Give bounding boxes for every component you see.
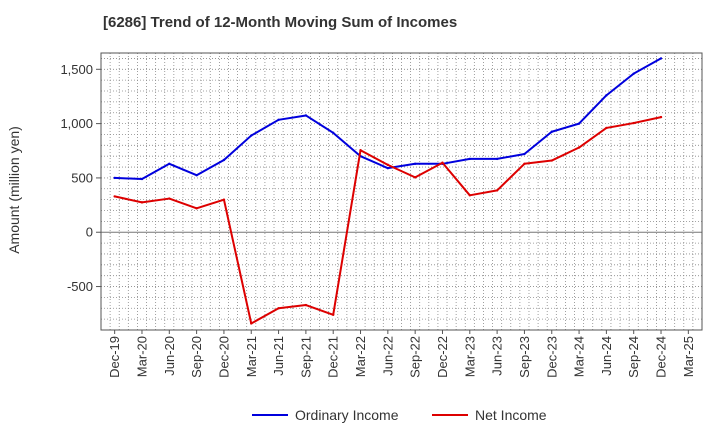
data-point (523, 152, 526, 156)
data-point (168, 162, 171, 165)
data-point (168, 197, 171, 200)
x-tick-label: Sep-20 (189, 336, 204, 378)
data-point (605, 126, 608, 130)
x-tick-label: Mar-22 (353, 336, 368, 377)
data-point (359, 149, 362, 152)
data-point (250, 134, 253, 137)
data-point (222, 198, 226, 201)
data-point (113, 176, 116, 180)
data-point (222, 158, 226, 162)
data-point (277, 307, 280, 310)
x-tick-label: Dec-20 (216, 336, 231, 378)
x-tick-label: Jun-22 (380, 336, 395, 376)
data-point (413, 176, 417, 179)
data-point (386, 163, 390, 167)
data-point (550, 159, 553, 162)
x-tick-label: Mar-24 (572, 336, 587, 377)
data-point (468, 157, 471, 161)
y-tick-label: 0 (86, 225, 93, 240)
series (113, 57, 663, 325)
data-point (495, 189, 499, 192)
x-tick-label: Sep-21 (298, 336, 313, 378)
data-point (113, 195, 116, 198)
data-point (332, 313, 335, 316)
data-point (304, 303, 308, 307)
x-tick-label: Dec-19 (107, 336, 122, 378)
data-point (495, 157, 499, 161)
data-point (659, 115, 663, 119)
data-point (632, 72, 635, 75)
x-tick-label: Dec-23 (544, 336, 559, 378)
legend-label: Net Income (475, 407, 547, 423)
data-point (195, 174, 198, 177)
y-tick-label: -500 (67, 279, 93, 294)
data-point (195, 207, 198, 210)
x-tick-label: Dec-21 (326, 336, 341, 378)
x-tick-label: Dec-22 (435, 336, 450, 378)
data-point (140, 177, 144, 181)
data-point (140, 201, 144, 204)
x-tick-label: Sep-23 (517, 336, 532, 378)
data-point (577, 122, 581, 125)
y-axis-label: Amount (million yen) (6, 126, 22, 254)
grid (101, 53, 702, 331)
data-point (523, 162, 526, 165)
x-tick-label: Mar-20 (134, 336, 149, 377)
legend: Ordinary Income Net Income (252, 407, 547, 423)
x-tick-label: Sep-22 (408, 336, 423, 378)
x-tick-label: Mar-21 (244, 336, 259, 377)
data-point (413, 162, 417, 165)
data-point (550, 130, 553, 133)
x-tick-label: Mar-25 (681, 336, 696, 377)
data-point (386, 166, 390, 170)
data-point (468, 194, 471, 197)
data-point (332, 131, 335, 135)
plot-frame (100, 52, 703, 331)
axes: 1,500 1,000 500 0 -500 Dec-19 Mar-20 Jun-20 Sep-… (60, 52, 703, 378)
legend-label: Ordinary Income (295, 407, 399, 423)
data-point (659, 57, 663, 60)
series-line-ordinary-income (114, 57, 662, 181)
y-tick-label: 500 (71, 170, 93, 185)
data-point (605, 94, 608, 97)
data-point (304, 114, 308, 117)
data-point (277, 118, 280, 122)
x-tick-label: Sep-24 (626, 336, 641, 378)
data-point (250, 322, 253, 325)
data-point (577, 146, 581, 149)
y-tick-label: 1,000 (60, 116, 93, 131)
x-tick-label: Jun-20 (162, 336, 177, 376)
x-tick-label: Jun-24 (599, 336, 614, 376)
data-point (441, 161, 444, 164)
data-point (632, 121, 635, 125)
x-tick-label: Jun-21 (271, 336, 286, 376)
x-tick-label: Mar-23 (462, 336, 477, 377)
chart-title: [6286] Trend of 12-Month Moving Sum of I… (103, 14, 458, 31)
x-tick-label: Dec-24 (654, 336, 669, 378)
x-tick-label: Jun-23 (490, 336, 505, 376)
y-tick-label: 1,500 (60, 62, 93, 77)
